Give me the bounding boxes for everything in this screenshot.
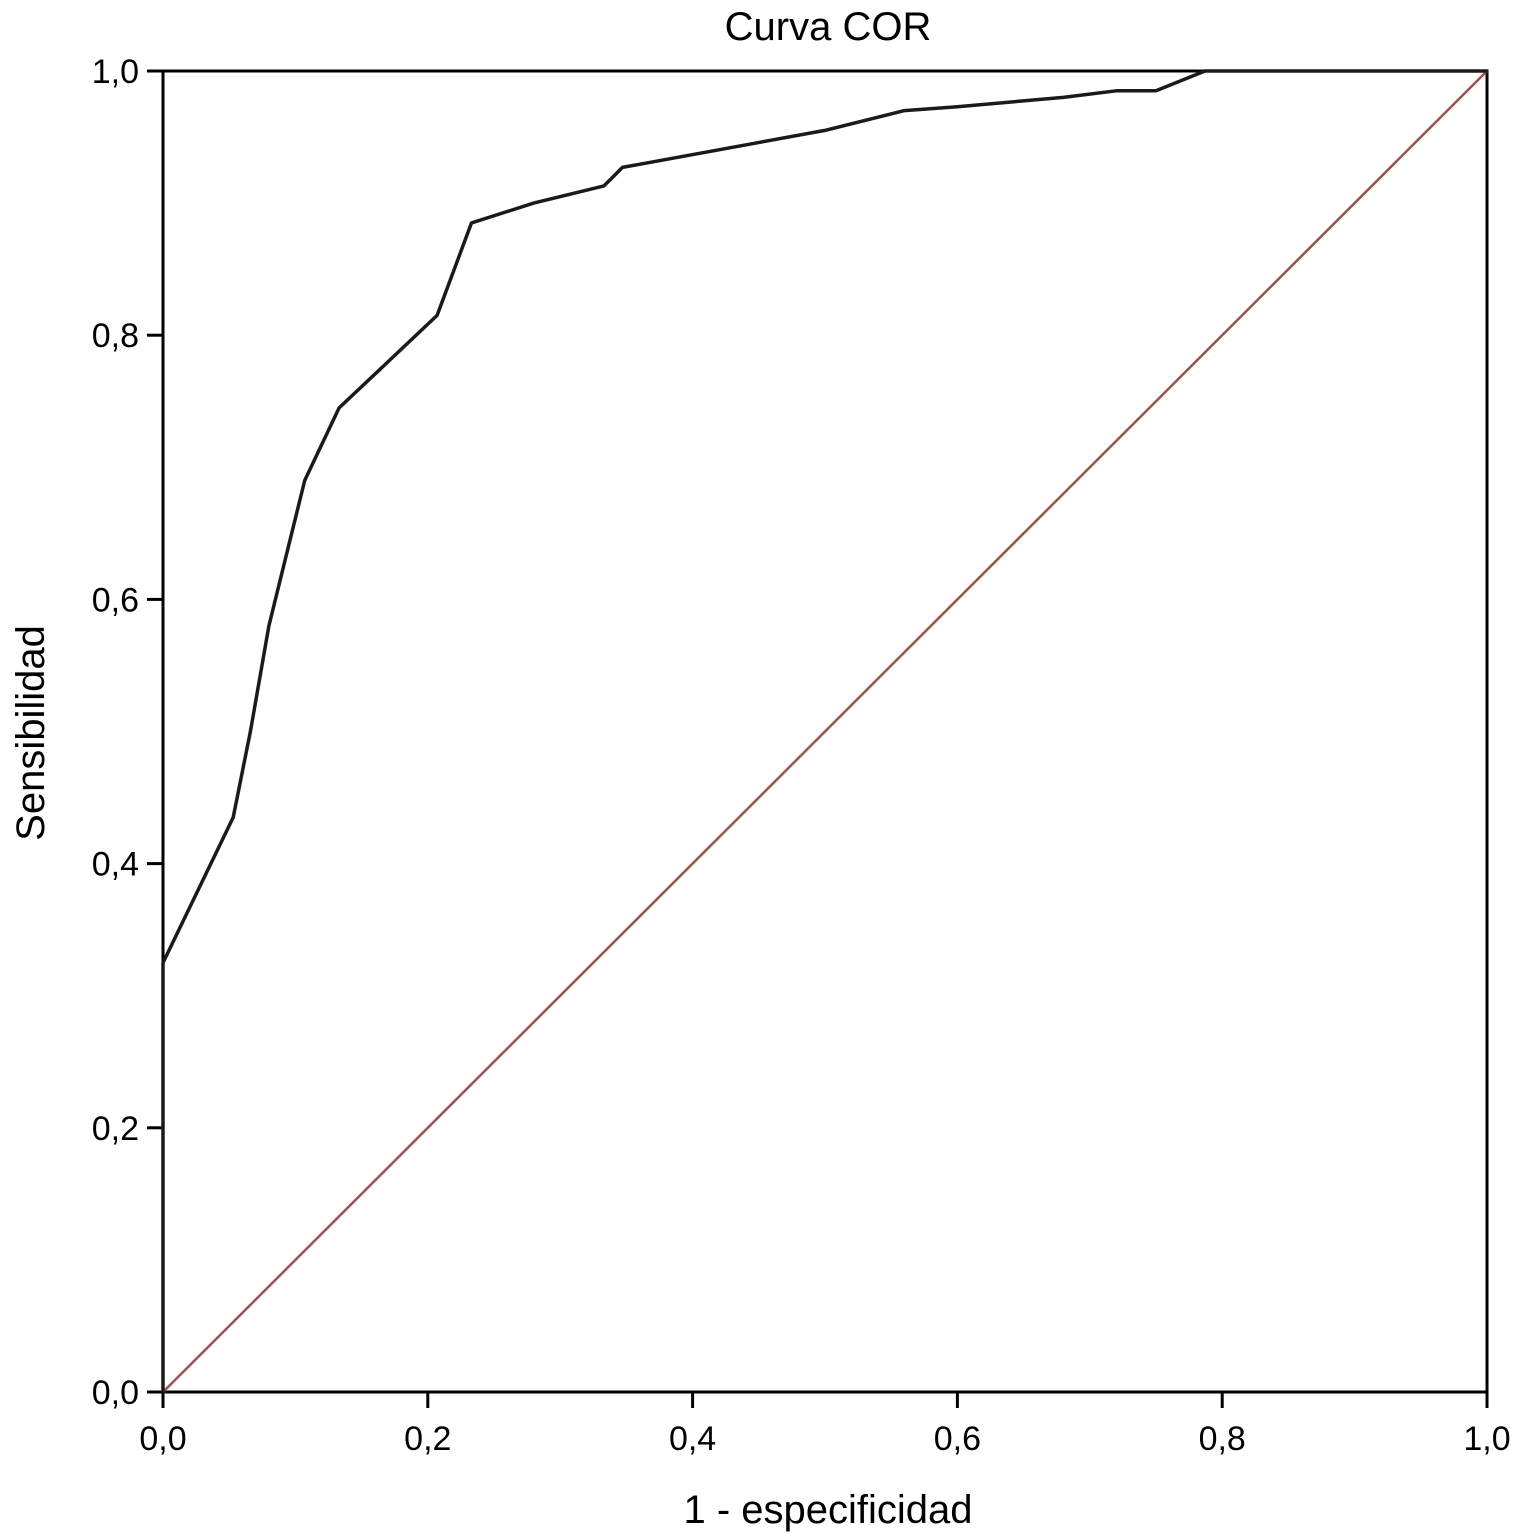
y-tick-label: 1,0 — [92, 53, 139, 91]
x-axis: 0,0 0,2 0,4 0,6 0,8 1,0 — [139, 1392, 1511, 1458]
x-tick-label: 1,0 — [1463, 1420, 1510, 1458]
x-axis-label: 1 - especificidad — [683, 1488, 972, 1532]
roc-curve-line — [161, 69, 1487, 1392]
y-tick-label: 0,4 — [92, 846, 139, 884]
x-tick-label: 0,8 — [1199, 1420, 1246, 1458]
plot-frame — [161, 69, 1489, 1394]
y-axis: 0,0 0,2 0,4 0,6 0,8 1,0 — [92, 53, 163, 1412]
y-tick-label: 0,6 — [92, 581, 139, 619]
y-tick-label: 0,8 — [92, 317, 139, 355]
x-tick-label: 0,6 — [934, 1420, 981, 1458]
y-tick-label: 0,2 — [92, 1110, 139, 1148]
x-tick-label: 0,2 — [404, 1420, 451, 1458]
x-tick-label: 0,4 — [669, 1420, 716, 1458]
y-axis-label: Sensibilidad — [9, 625, 53, 841]
chart-title: Curva COR — [725, 5, 932, 49]
reference-diagonal-line — [162, 70, 1488, 1393]
x-tick-label: 0,0 — [139, 1420, 186, 1458]
y-tick-label: 0,0 — [92, 1374, 139, 1412]
